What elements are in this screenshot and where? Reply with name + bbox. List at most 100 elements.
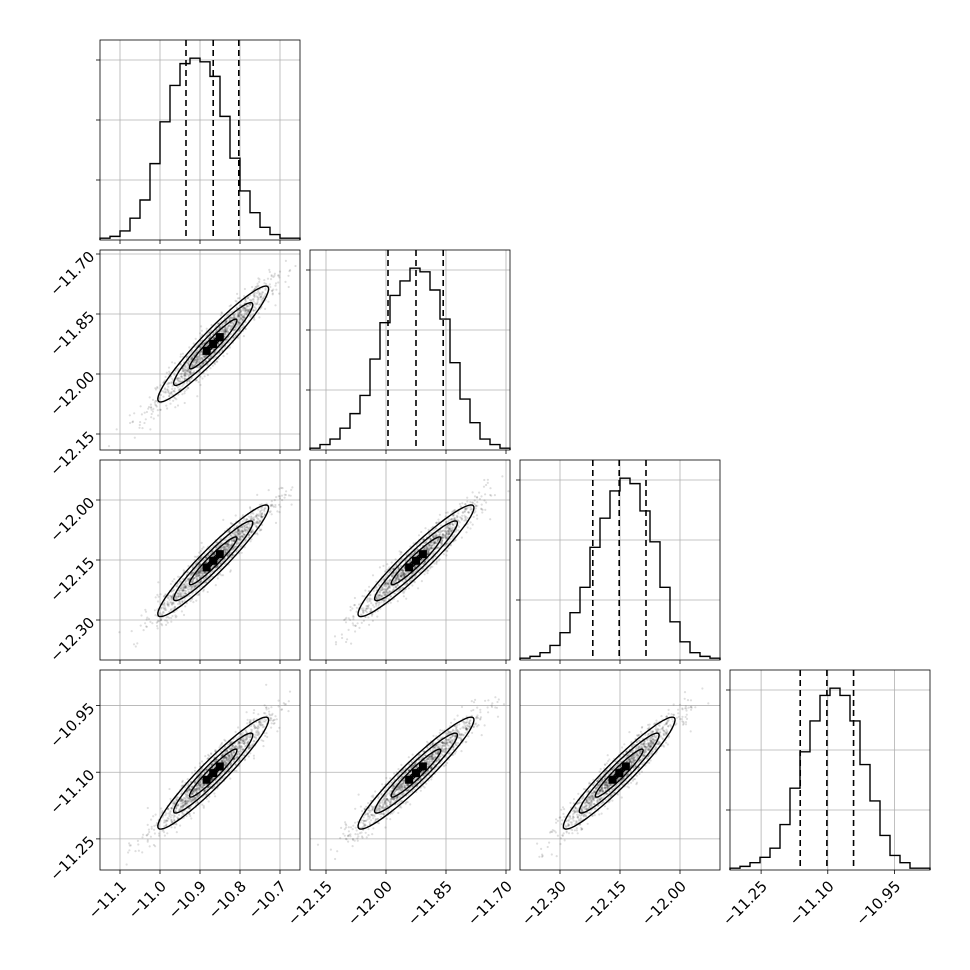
sample-point <box>206 373 209 377</box>
sample-point <box>238 321 242 324</box>
sample-point <box>181 587 184 590</box>
sample-point <box>168 392 171 395</box>
sample-point <box>246 311 249 314</box>
sample-point <box>149 428 152 431</box>
sample-point <box>484 493 487 496</box>
sample-point <box>198 354 201 358</box>
sample-point <box>232 317 235 320</box>
sample-point <box>163 388 167 391</box>
sample-point <box>190 817 193 820</box>
sample-point <box>464 518 467 521</box>
sample-point <box>129 421 132 425</box>
sample-point <box>166 383 169 386</box>
sample-point <box>358 603 361 606</box>
sample-point <box>181 352 184 355</box>
sample-point <box>157 414 160 417</box>
sample-point <box>195 362 199 365</box>
sample-point <box>454 539 457 542</box>
sample-point <box>448 532 451 536</box>
sample-point <box>249 313 253 316</box>
sample-point <box>417 534 421 537</box>
sample-point <box>258 303 261 306</box>
sample-point <box>377 596 380 600</box>
sample-point <box>229 315 232 319</box>
density-peak <box>405 563 414 572</box>
sample-point <box>139 624 142 627</box>
sample-point <box>245 309 248 312</box>
sample-point <box>256 521 259 524</box>
sample-point <box>256 298 259 301</box>
sample-point <box>189 372 192 375</box>
sample-point <box>458 525 461 529</box>
sample-point <box>258 316 261 319</box>
sample-point <box>162 395 165 398</box>
sample-point <box>196 348 200 351</box>
y-tick-label: −11.85 <box>46 308 98 360</box>
sample-point <box>466 496 469 499</box>
sample-point <box>224 551 227 554</box>
sample-point <box>151 622 154 625</box>
sample-point <box>182 370 185 373</box>
sample-point <box>200 356 203 359</box>
sample-point <box>238 313 241 316</box>
sample-point <box>253 306 256 309</box>
sample-point <box>192 362 195 365</box>
sample-point <box>275 496 278 499</box>
sample-point <box>189 599 192 603</box>
sample-point <box>179 363 182 366</box>
sample-point <box>192 354 195 357</box>
sample-point <box>168 393 171 396</box>
sample-point <box>140 413 143 416</box>
sample-point <box>201 343 204 346</box>
sample-point <box>279 505 282 508</box>
sample-point <box>260 295 263 298</box>
sample-point <box>195 363 198 366</box>
sample-point <box>434 534 437 538</box>
sample-point <box>273 499 276 502</box>
sample-point <box>289 269 292 272</box>
sample-point <box>460 536 463 539</box>
sample-point <box>145 618 148 621</box>
sample-point <box>207 357 210 360</box>
sample-point <box>199 359 202 362</box>
sample-point <box>180 372 183 375</box>
sample-point <box>453 508 457 512</box>
sample-point <box>183 401 186 405</box>
sample-point <box>193 370 196 373</box>
sample-point <box>134 645 137 648</box>
sample-point <box>274 505 277 508</box>
sample-point <box>486 481 489 484</box>
sample-point <box>177 602 180 606</box>
sample-point <box>268 283 271 286</box>
sample-point <box>206 590 209 594</box>
sample-point <box>227 543 230 546</box>
sample-point <box>403 574 406 577</box>
sample-point <box>222 355 225 358</box>
sample-point <box>483 478 486 482</box>
density-peak <box>418 550 427 559</box>
sample-point <box>452 514 455 518</box>
sample-point <box>424 527 427 530</box>
sample-point <box>461 502 464 505</box>
sample-point <box>205 354 208 357</box>
sample-point <box>213 363 217 366</box>
sample-point <box>399 553 402 556</box>
sample-point <box>447 529 450 532</box>
sample-point <box>370 602 373 605</box>
sample-point <box>166 621 169 624</box>
sample-point <box>484 508 487 511</box>
sample-point <box>156 624 159 628</box>
sample-point <box>131 421 134 424</box>
sample-point <box>252 294 255 297</box>
sample-point <box>251 285 254 289</box>
sample-point <box>199 350 202 354</box>
sample-point <box>237 311 240 314</box>
sample-point <box>170 608 173 611</box>
sample-point <box>483 499 486 502</box>
sample-point <box>243 309 247 312</box>
sample-point <box>277 274 280 277</box>
sample-point <box>275 288 278 291</box>
sample-point <box>131 420 135 423</box>
sample-point <box>281 499 284 502</box>
sample-point <box>154 399 157 403</box>
